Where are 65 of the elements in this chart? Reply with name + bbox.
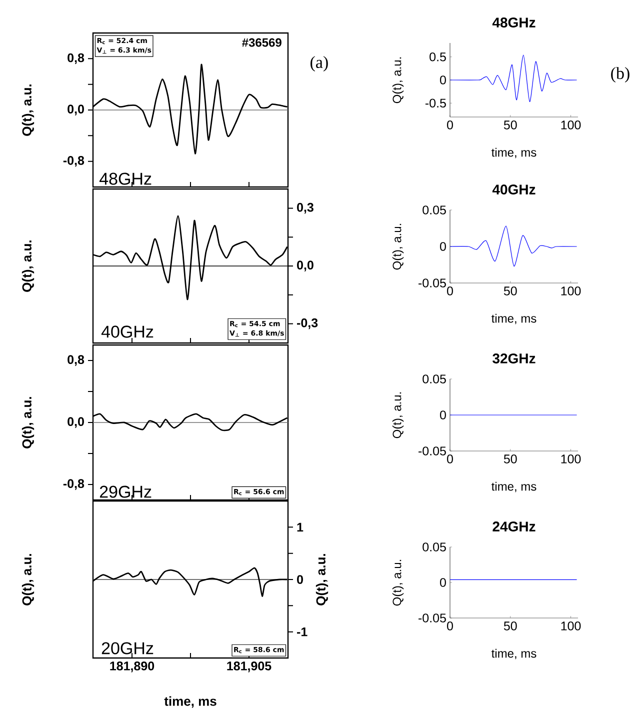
y-tick-label: 0	[440, 242, 446, 251]
y2-tick-label: 1	[297, 522, 304, 532]
y-tick-label: -0.5	[425, 98, 446, 108]
y-tick-label: 0,8	[68, 53, 84, 64]
text: (a)	[310, 56, 328, 72]
chart-title: 48GHz	[492, 18, 536, 28]
y-tick-label: 0.05	[422, 542, 446, 552]
y-tick-label: -0.05	[418, 446, 446, 456]
y2-tick-label: 0,0	[297, 260, 314, 272]
x-tick-label: 100	[561, 120, 581, 130]
x-tick-label: 0	[447, 622, 453, 630]
annotation: 20GHz	[102, 642, 154, 654]
y-axis-title: Q(t), a.u.	[392, 560, 404, 606]
chart-title: 24GHz	[492, 522, 536, 532]
x-tick-label: 0	[447, 286, 453, 296]
y-axis-title: Q(t), a.u.	[392, 392, 404, 438]
chart-title: 40GHz	[492, 184, 536, 194]
x-tick-label: 0	[447, 120, 453, 130]
y-tick-label: 0,0	[68, 417, 84, 428]
x-tick-label: 181,905	[227, 662, 272, 672]
x-tick-label: 0	[447, 454, 453, 464]
y-tick-label: 0	[440, 410, 446, 420]
x-tick-label: 100	[561, 286, 581, 296]
x-tick-label: 50	[504, 120, 517, 130]
y-tick-label: 0.5	[430, 52, 446, 62]
x-axis-title: time, ms	[492, 148, 536, 158]
y-axis-title: Q(t), a.u.	[392, 224, 404, 270]
chart-title: 32GHz	[492, 354, 536, 364]
x-tick-label: 181,890	[110, 662, 154, 672]
y-axis-title: Q(t), a.u.	[22, 240, 34, 292]
y2-tick-label: 0	[297, 575, 303, 584]
line-series	[450, 226, 578, 267]
x-axis-title: time, ms	[164, 696, 216, 708]
x-tick-label: 50	[504, 622, 517, 630]
y-tick-label: -0.05	[418, 278, 446, 288]
y2-tick-label: -0,3	[297, 318, 318, 330]
y-tick-label: 0	[440, 578, 446, 587]
y-tick-label: 0.05	[422, 206, 446, 214]
y2-tick-label: -1	[297, 628, 308, 636]
annotation: 29GHz	[100, 486, 152, 498]
y-tick-label: -0,8	[63, 479, 84, 490]
annotation: 48GHz	[99, 172, 152, 185]
y-tick-label: -0,8	[63, 156, 84, 167]
y-axis-title: Q(t), a.u.	[22, 397, 34, 448]
x-tick-label: 100	[561, 622, 581, 630]
y-tick-label: 0	[440, 76, 446, 84]
y-tick-label: 0,8	[68, 355, 84, 366]
x-tick-label: 100	[561, 454, 581, 464]
y-tick-label: 0,0	[68, 104, 84, 116]
x-tick-label: 50	[504, 286, 517, 296]
line-series	[450, 54, 578, 102]
y-axis-title: Q(t), a.u.	[392, 57, 404, 104]
x-axis-title: time, ms	[492, 314, 536, 324]
y-tick-label: -0.05	[418, 614, 446, 622]
text: (b)	[611, 67, 630, 83]
y2-axis-title: Q(t), a.u.	[316, 554, 328, 606]
x-tick-label: 50	[504, 454, 517, 464]
x-axis-title: time, ms	[492, 648, 536, 660]
annotation: 40GHz	[101, 326, 154, 338]
y-axis-title: Q(t), a.u.	[22, 84, 34, 136]
y2-tick-label: 0,3	[297, 202, 314, 214]
y-axis-title: Q(t), a.u.	[22, 554, 34, 606]
annotation: #36569	[242, 38, 282, 47]
y-tick-label: 0.05	[422, 374, 446, 384]
x-axis-title: time, ms	[492, 482, 536, 492]
